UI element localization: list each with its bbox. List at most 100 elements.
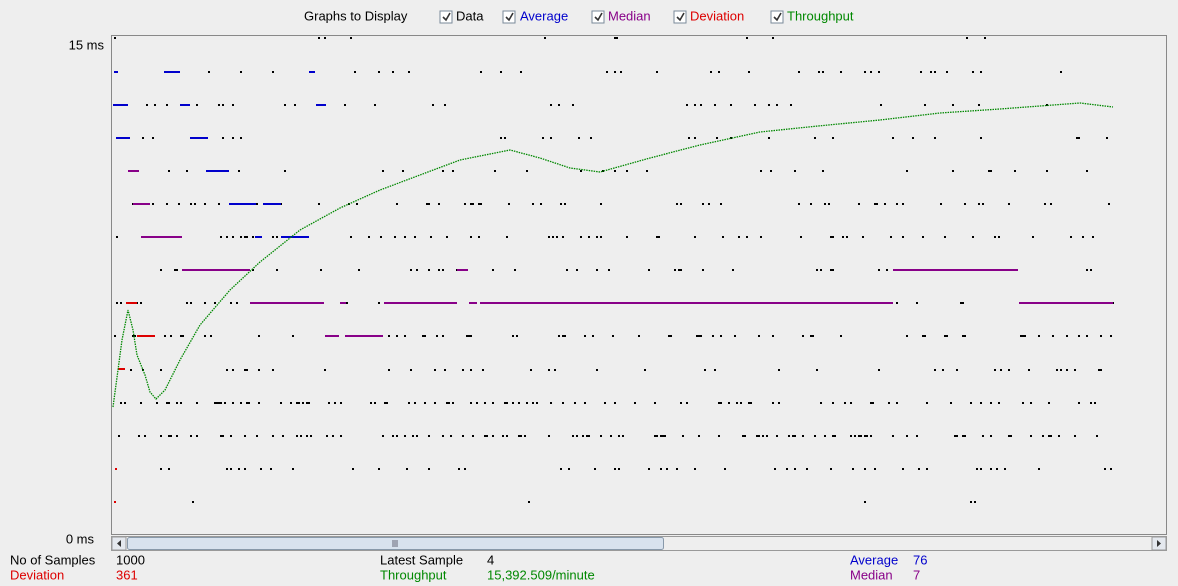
sample-dot <box>718 435 720 437</box>
sample-dot <box>252 236 254 238</box>
sample-dot <box>214 302 216 304</box>
sample-dot <box>922 236 924 238</box>
sample-dot <box>408 402 410 404</box>
sample-dot <box>588 236 590 238</box>
sample-dot <box>718 402 720 404</box>
sample-dot <box>876 203 878 205</box>
sample-dot <box>536 402 538 404</box>
sample-dot <box>916 302 918 304</box>
sample-dot <box>822 170 824 172</box>
sample-dot <box>472 203 474 205</box>
sample-dot <box>814 435 816 437</box>
sample-dot <box>778 402 780 404</box>
sample-dot <box>380 236 382 238</box>
checkbox[interactable] <box>770 10 784 24</box>
sample-dot <box>232 402 234 404</box>
series-segment <box>469 302 477 304</box>
sample-dot <box>990 402 992 404</box>
sample-dot <box>388 335 390 337</box>
legend-item[interactable]: Deviation <box>673 8 744 24</box>
sample-dot <box>116 302 118 304</box>
sample-dot <box>1014 170 1016 172</box>
sample-dot <box>166 402 168 404</box>
checkbox[interactable] <box>502 10 516 24</box>
sample-dot <box>374 104 376 106</box>
legend-item[interactable]: Throughput <box>770 8 854 24</box>
sample-dot <box>964 203 966 205</box>
sample-dot <box>728 402 730 404</box>
sample-dot <box>442 435 444 437</box>
sample-dot <box>600 435 602 437</box>
sample-dot <box>720 203 722 205</box>
sample-dot <box>204 302 206 304</box>
checkbox[interactable] <box>439 10 453 24</box>
sample-dot <box>1028 369 1030 371</box>
sample-dot <box>378 468 380 470</box>
sample-dot <box>582 435 584 437</box>
sample-dot <box>862 236 864 238</box>
legend-item[interactable]: Average <box>502 8 568 24</box>
sample-dot <box>604 402 606 404</box>
sample-dot <box>654 402 656 404</box>
sample-dot <box>1094 402 1096 404</box>
sample-dot <box>778 369 780 371</box>
sample-dot <box>682 435 684 437</box>
sample-dot <box>1030 402 1032 404</box>
sample-dot <box>340 402 342 404</box>
sample-dot <box>504 402 506 404</box>
sample-dot <box>698 335 700 337</box>
sample-dot <box>332 435 334 437</box>
sample-dot <box>1008 369 1010 371</box>
sample-dot <box>230 435 232 437</box>
sample-dot <box>866 435 868 437</box>
checkbox[interactable] <box>591 10 605 24</box>
sample-dot <box>694 137 696 139</box>
sample-dot <box>940 203 942 205</box>
sample-dot <box>972 71 974 73</box>
sample-dot <box>428 203 430 205</box>
sample-dot <box>476 402 478 404</box>
sample-dot <box>1046 170 1048 172</box>
sample-dot <box>806 468 808 470</box>
sample-dot <box>1044 203 1046 205</box>
sample-dot <box>742 435 744 437</box>
sample-dot <box>738 236 740 238</box>
sample-dot <box>658 236 660 238</box>
sample-dot <box>702 269 704 271</box>
checkbox[interactable] <box>673 10 687 24</box>
sample-dot <box>648 468 650 470</box>
sample-dot <box>576 269 578 271</box>
sample-dot <box>750 402 752 404</box>
sample-dot <box>790 104 792 106</box>
sample-dot <box>998 402 1000 404</box>
sample-dot <box>776 435 778 437</box>
stat-label: No of Samples <box>10 552 96 567</box>
sample-dot <box>612 335 614 337</box>
sample-dot <box>934 369 936 371</box>
legend-item[interactable]: Median <box>591 8 651 24</box>
sample-dot <box>1090 269 1092 271</box>
sample-dot <box>1048 435 1050 437</box>
sample-dot <box>584 335 586 337</box>
sample-dot <box>556 236 558 238</box>
sample-dot <box>294 104 296 106</box>
sample-dot <box>244 435 246 437</box>
sample-dot <box>424 402 426 404</box>
sample-dot <box>564 335 566 337</box>
legend-label: Deviation <box>690 8 744 23</box>
sample-dot <box>720 335 722 337</box>
sample-dot <box>492 435 494 437</box>
sample-dot <box>1086 269 1088 271</box>
sample-dot <box>160 435 162 437</box>
sample-dot <box>468 335 470 337</box>
sample-dot <box>566 269 568 271</box>
sample-dot <box>1038 468 1040 470</box>
sample-dot <box>952 170 954 172</box>
legend-item[interactable]: Data <box>439 8 484 24</box>
sample-dot <box>962 435 964 437</box>
sample-dot <box>1074 435 1076 437</box>
sample-dot <box>216 402 218 404</box>
scrollbar[interactable] <box>111 536 1167 551</box>
sample-dot <box>786 468 788 470</box>
